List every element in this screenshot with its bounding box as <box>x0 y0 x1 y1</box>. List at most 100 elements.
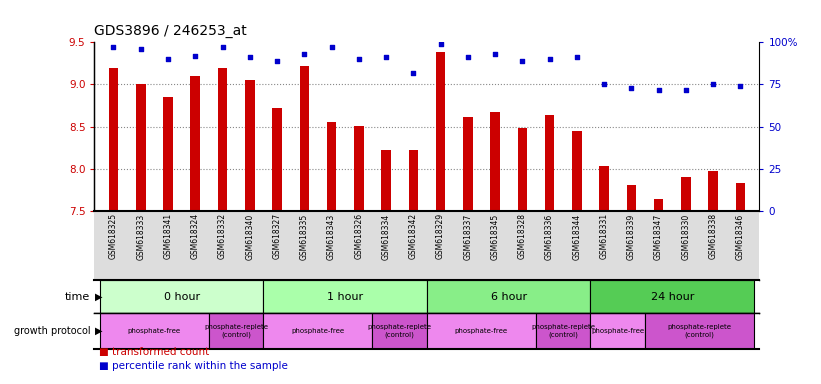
Bar <box>190 76 200 211</box>
Bar <box>590 280 754 313</box>
Text: GSM618325: GSM618325 <box>109 213 118 260</box>
Text: GSM618324: GSM618324 <box>190 213 200 260</box>
Point <box>679 86 692 93</box>
Point <box>216 44 229 50</box>
Point <box>270 58 283 64</box>
Bar <box>373 313 427 349</box>
Text: phosphate-replete
(control): phosphate-replete (control) <box>531 324 595 338</box>
Text: GSM618338: GSM618338 <box>709 213 718 260</box>
Text: GSM618329: GSM618329 <box>436 213 445 260</box>
Text: GSM618327: GSM618327 <box>273 213 282 260</box>
Text: 1 hour: 1 hour <box>327 291 363 302</box>
Bar <box>409 149 418 211</box>
Bar <box>264 280 427 313</box>
Text: GSM618341: GSM618341 <box>163 213 172 260</box>
Text: GDS3896 / 246253_at: GDS3896 / 246253_at <box>94 25 247 38</box>
Point <box>243 55 256 61</box>
Bar <box>736 183 745 211</box>
Text: GSM618330: GSM618330 <box>681 213 690 260</box>
Bar <box>427 313 536 349</box>
Text: growth protocol: growth protocol <box>14 326 90 336</box>
Text: 6 hour: 6 hour <box>491 291 527 302</box>
Text: 0 hour: 0 hour <box>163 291 200 302</box>
Text: GSM618332: GSM618332 <box>218 213 227 260</box>
Point <box>325 44 338 50</box>
Point <box>652 86 665 93</box>
Point <box>571 55 584 61</box>
Text: GSM618344: GSM618344 <box>572 213 581 260</box>
Point <box>598 81 611 88</box>
Point <box>107 44 120 50</box>
Point <box>707 81 720 88</box>
Bar <box>645 313 754 349</box>
Point <box>543 56 556 62</box>
Text: GSM618342: GSM618342 <box>409 213 418 260</box>
Text: GSM618331: GSM618331 <box>599 213 608 260</box>
Text: GSM618337: GSM618337 <box>463 213 472 260</box>
Bar <box>264 313 373 349</box>
Point <box>734 83 747 89</box>
Bar <box>436 52 445 211</box>
Text: GSM618328: GSM618328 <box>518 213 527 259</box>
Point <box>406 70 420 76</box>
Text: GSM618326: GSM618326 <box>355 213 363 260</box>
Point <box>516 58 529 64</box>
Text: 24 hour: 24 hour <box>650 291 694 302</box>
Bar <box>245 80 255 211</box>
Text: phosphate-free: phosphate-free <box>591 328 644 334</box>
Bar <box>517 128 527 211</box>
Text: GSM618339: GSM618339 <box>626 213 635 260</box>
Bar <box>463 118 473 211</box>
Text: GSM618346: GSM618346 <box>736 213 745 260</box>
Text: GSM618335: GSM618335 <box>300 213 309 260</box>
Bar <box>427 280 590 313</box>
Text: time: time <box>65 291 90 302</box>
Text: GSM618347: GSM618347 <box>654 213 663 260</box>
Point <box>298 51 311 57</box>
Bar <box>218 68 227 211</box>
Text: ■ transformed count: ■ transformed count <box>99 347 209 357</box>
Bar <box>273 108 282 211</box>
Bar <box>709 170 718 211</box>
Bar <box>590 313 645 349</box>
Bar <box>381 149 391 211</box>
Bar <box>163 97 172 211</box>
Text: ■ percentile rank within the sample: ■ percentile rank within the sample <box>99 361 287 371</box>
Point <box>189 53 202 59</box>
Point <box>162 56 175 62</box>
Bar <box>490 111 500 211</box>
Bar <box>572 131 581 211</box>
Bar <box>108 68 118 211</box>
Text: phosphate-free: phosphate-free <box>455 328 508 334</box>
Bar <box>354 126 364 211</box>
Text: GSM618334: GSM618334 <box>382 213 391 260</box>
Bar <box>654 199 663 211</box>
Text: phosphate-free: phosphate-free <box>291 328 345 334</box>
Text: phosphate-replete
(control): phosphate-replete (control) <box>667 324 732 338</box>
Text: GSM618343: GSM618343 <box>327 213 336 260</box>
Text: GSM618333: GSM618333 <box>136 213 145 260</box>
Bar <box>681 177 690 211</box>
Bar <box>136 84 145 211</box>
Bar <box>100 313 209 349</box>
Text: phosphate-replete
(control): phosphate-replete (control) <box>204 324 268 338</box>
Bar <box>626 185 636 211</box>
Bar <box>599 166 609 211</box>
Bar <box>545 115 554 211</box>
Point <box>134 46 147 52</box>
Point <box>488 51 502 57</box>
Text: ▶: ▶ <box>95 291 103 302</box>
Point <box>379 55 392 61</box>
Point <box>625 85 638 91</box>
Text: phosphate-replete
(control): phosphate-replete (control) <box>368 324 432 338</box>
Point <box>352 56 365 62</box>
Text: GSM618336: GSM618336 <box>545 213 554 260</box>
Bar <box>327 122 337 211</box>
Text: GSM618340: GSM618340 <box>245 213 255 260</box>
Point <box>434 41 447 47</box>
Point <box>461 55 475 61</box>
Bar <box>209 313 264 349</box>
Bar <box>536 313 590 349</box>
Bar <box>300 66 309 211</box>
Bar <box>100 280 264 313</box>
